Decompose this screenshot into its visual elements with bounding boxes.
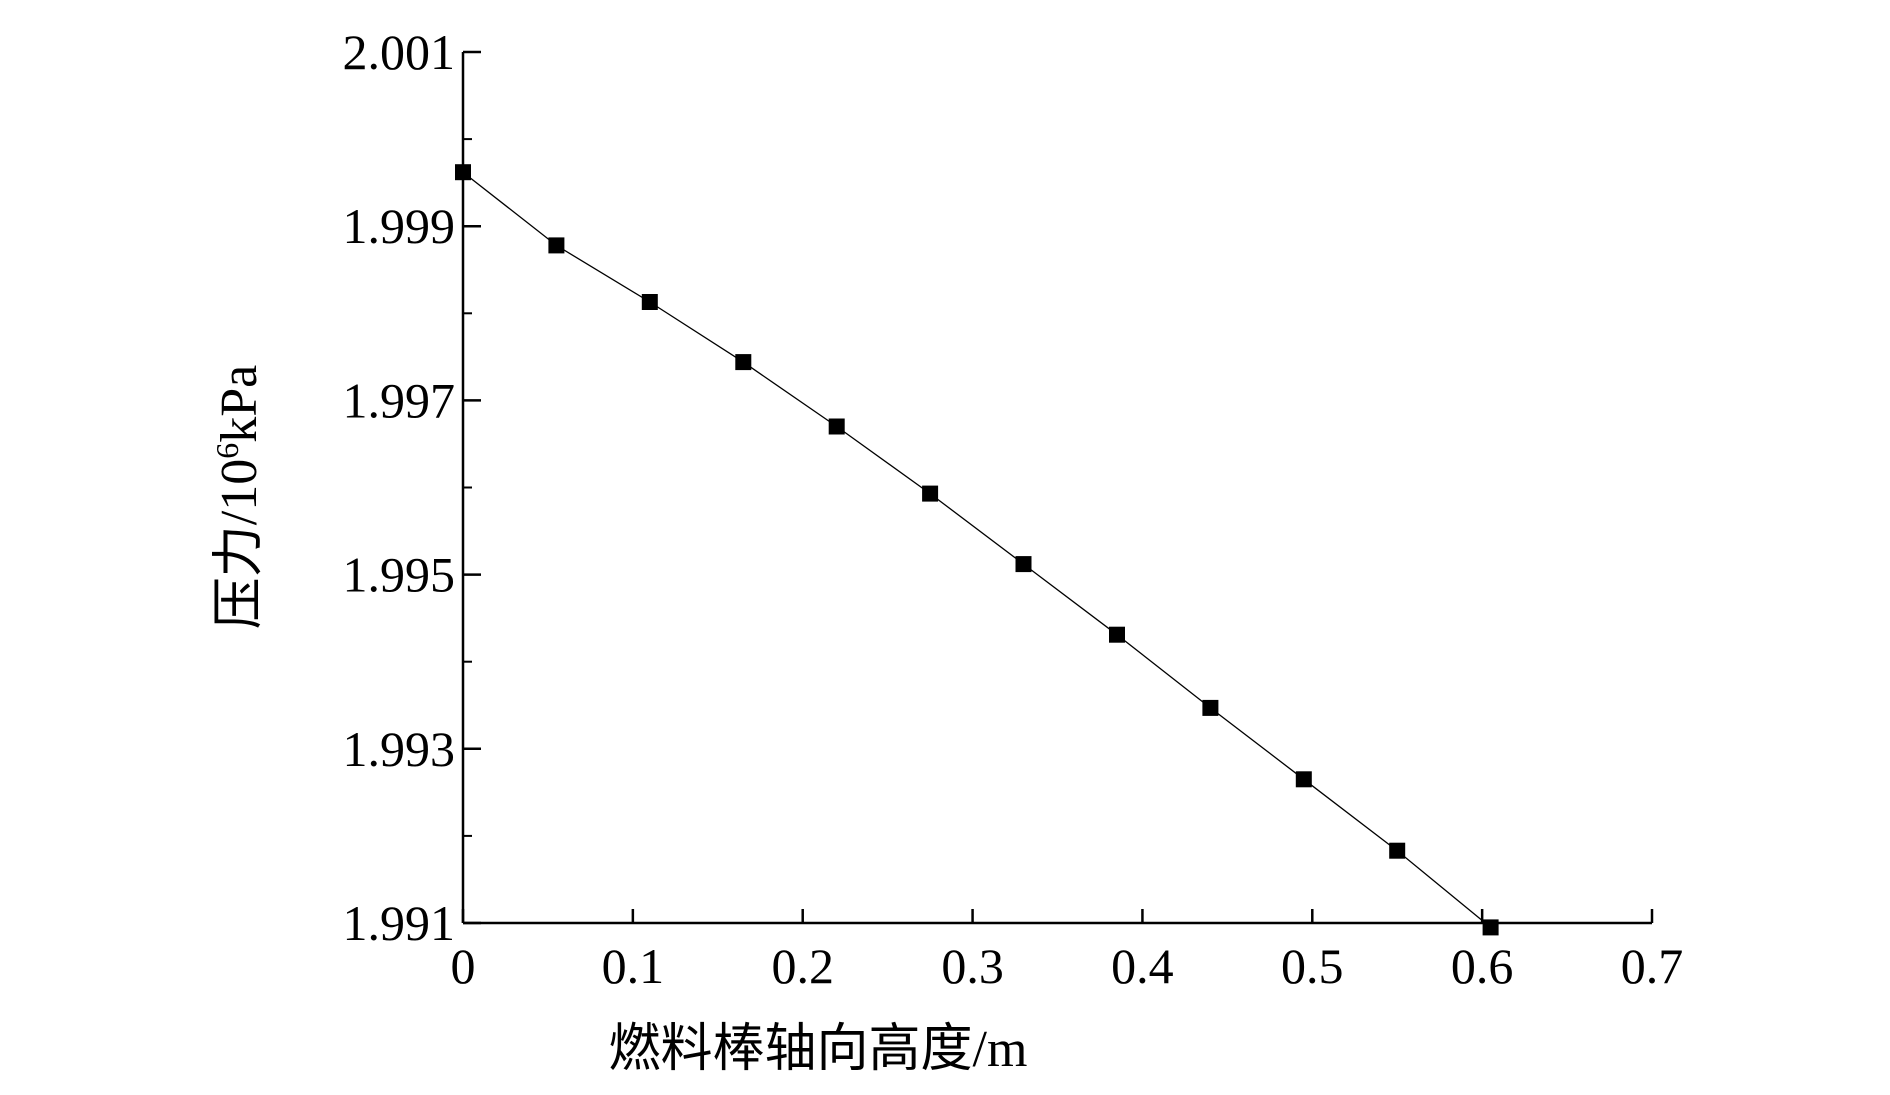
x-axis-title: 燃料棒轴向高度/m [609,1021,1028,1078]
y-tick-label: 1.997 [343,372,456,428]
y-tick-label: 2.001 [343,24,456,80]
data-point [1015,556,1032,573]
x-tick-label: 0.1 [602,938,665,994]
y-tick-label: 1.993 [343,721,456,777]
axis-ticks [461,50,1654,925]
data-point [548,237,565,254]
data-point [1389,842,1406,859]
data-point [455,164,471,181]
data-point [1295,771,1312,788]
x-tick-label: 0.6 [1451,938,1514,994]
x-tick-label: 0 [451,938,476,994]
axes [461,52,1652,925]
y-tick-label: 1.991 [343,895,456,951]
y-tick-label: 1.999 [343,198,456,254]
x-tick-label: 0.3 [941,938,1004,994]
y-axis-title-suffix: kPa [211,365,268,443]
series-line [462,171,1492,928]
data-point [735,354,752,371]
x-tick-label: 0.5 [1281,938,1344,994]
y-axis-title: 压力/106kPa [209,365,268,629]
data-point [1482,919,1499,936]
x-tick-label: 0.4 [1111,938,1174,994]
x-tick-label: 0.2 [771,938,834,994]
y-tick-label: 1.995 [343,547,456,603]
y-axis-title-prefix: 压力/10 [211,459,268,629]
data-series [455,164,1499,936]
data-point [641,294,658,310]
data-point [828,418,845,435]
data-point [1109,626,1125,643]
data-point [1202,699,1219,716]
data-point [922,485,939,502]
tick-labels: 0 0.1 0.2 0.3 0.4 0.5 0.6 0.7 1.991 1.993 1.995 1.9… [343,24,1684,994]
y-axis-title-superscript: 6 [209,443,245,459]
x-tick-label: 0.7 [1621,938,1684,994]
